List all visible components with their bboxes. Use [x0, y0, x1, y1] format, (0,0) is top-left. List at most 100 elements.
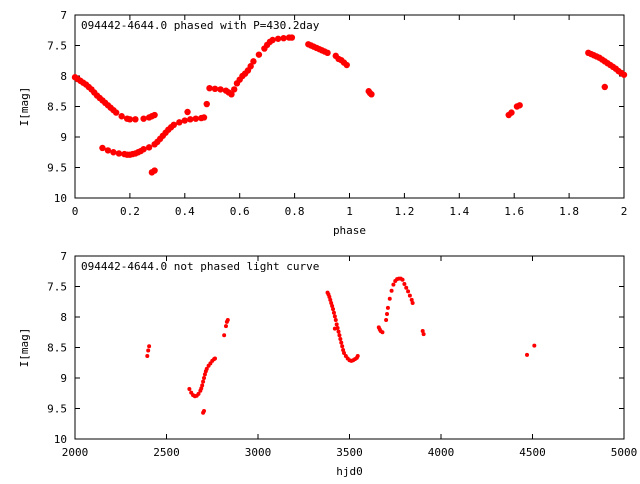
panel-1-data-point — [176, 119, 183, 126]
panel-2-title: 094442-4644.0 not phased light curve — [81, 260, 319, 273]
panel-1-data-point — [508, 109, 515, 116]
panel-2-data-point — [420, 329, 425, 334]
panel-2-data-point — [202, 408, 207, 413]
panel-2-data-point — [389, 288, 394, 293]
panel-2-y-tick-label: 9.5 — [47, 403, 67, 416]
panel-2-y-tick-label: 7 — [60, 250, 67, 263]
panel-1-x-tick-label: 1.4 — [449, 205, 469, 218]
panel-2-data-point — [402, 282, 407, 287]
panel-1-x-tick-label: 0 — [72, 205, 79, 218]
panel-2-data-point — [187, 386, 192, 391]
panel-2-x-tick-label: 3500 — [336, 446, 363, 459]
panel-1-data-point — [132, 116, 139, 123]
panel-1-data-point — [184, 108, 191, 116]
panel-1-y-axis-label: I[mag] — [18, 87, 31, 127]
panel-2-data-point — [147, 344, 152, 349]
panel-2-y-tick-label: 7.5 — [47, 281, 67, 294]
panel-1-data-point — [192, 115, 199, 122]
panel-1-data-point — [110, 149, 117, 156]
panel-2-data-point — [222, 333, 227, 338]
panel-2-y-axis-label: I[mag] — [18, 328, 31, 368]
panel-2-data-point — [327, 294, 332, 299]
panel-1-data-point — [112, 109, 120, 116]
panel-1-data-point — [280, 34, 287, 42]
panel-2-data-point — [333, 318, 338, 323]
panel-2-data-point — [340, 344, 345, 349]
panel-1-data-point — [126, 116, 134, 123]
panel-2-data-point — [328, 297, 333, 302]
panel-2-plot-frame — [74, 255, 625, 440]
panel-1-data-point — [200, 114, 208, 121]
panel-1-data-point — [140, 115, 147, 122]
panel-2-data-point — [202, 376, 207, 380]
panel-1-data-point — [203, 100, 210, 108]
panel-1-data-point — [255, 51, 263, 58]
panel-2-data-point — [421, 332, 426, 337]
panel-2-data-point — [223, 324, 228, 329]
panel-1-x-tick-label: 0.2 — [120, 205, 140, 218]
panel-1-data-point — [368, 91, 375, 98]
panel-1-x-tick-label: 0.6 — [230, 205, 250, 218]
panel-2-x-tick-label: 4000 — [428, 446, 455, 459]
panel-2-data-point — [199, 386, 204, 391]
panel-1-data-point — [269, 36, 276, 44]
panel-2-data-point — [391, 282, 396, 287]
panel-1-y-tick-label: 10 — [54, 192, 67, 205]
panel-2-x-tick-label: 2500 — [153, 446, 180, 459]
panel-2-data-point — [406, 289, 411, 294]
panel-2-data-point — [332, 326, 337, 331]
panel-2-data-point — [331, 307, 336, 312]
panel-2-data-point — [385, 305, 390, 310]
panel-2-data-point — [337, 333, 342, 338]
panel-2-data-point — [146, 348, 151, 353]
panel-2-data-point — [339, 340, 344, 345]
panel-2-data-point — [355, 354, 360, 359]
panel-2-data-point — [385, 311, 390, 316]
panel-1-data-point — [145, 144, 153, 151]
panel-1-x-tick-label: 1.8 — [559, 205, 579, 218]
panel-2-data-point — [225, 318, 230, 323]
panel-1-data-point — [187, 116, 194, 123]
panel-2-data-point — [201, 379, 206, 384]
panel-1-data-point — [118, 113, 125, 120]
panel-1-x-tick-label: 1.2 — [394, 205, 414, 218]
panel-1-data-point — [99, 144, 106, 152]
panel-2-x-tick-label: 4500 — [519, 446, 546, 459]
panel-2-y-tick-label: 9 — [60, 372, 67, 385]
panel-1-data-point — [104, 147, 112, 154]
panel-2-data-point — [404, 285, 409, 290]
panel-1-data-point — [324, 49, 331, 57]
panel-1-data-point — [288, 34, 296, 41]
panel-2-data-point — [409, 297, 414, 302]
panel-2-data-point — [532, 343, 537, 348]
panel-1-title: 094442-4644.0 phased with P=430.2day — [81, 19, 320, 32]
panel-2-data-point — [331, 310, 336, 315]
panel-2-data-point — [202, 372, 207, 377]
panel-1-y-tick-label: 9.5 — [47, 162, 67, 175]
panel-1-data-point — [181, 117, 188, 124]
panel-2-data-point — [334, 322, 339, 327]
panel-1-data-point — [620, 71, 628, 78]
panel-2-data-point — [400, 277, 405, 282]
panel-2-data-point — [525, 352, 530, 357]
panel-2-x-tick-label: 2000 — [62, 446, 89, 459]
panel-2-data-point — [341, 347, 346, 352]
panel-1-y-tick-label: 7.5 — [47, 40, 67, 53]
panel-2-data-point — [212, 356, 217, 361]
panel-1-data-point — [228, 91, 235, 98]
panel-2-data-point — [330, 304, 335, 309]
panel-2-data-point — [338, 336, 343, 341]
panel-1-data-point — [115, 150, 123, 157]
panel-1-y-tick-label: 8.5 — [47, 101, 67, 114]
panel-2-data-point — [329, 300, 334, 305]
panel-1-data-point — [274, 35, 282, 42]
panel-1-data-point — [601, 83, 608, 91]
panel-2-data-point — [384, 318, 389, 323]
panel-1-data-point — [151, 167, 158, 174]
panel-1-data-point — [231, 86, 238, 93]
panel-2-data-point — [410, 300, 415, 305]
panel-2-data-point — [196, 391, 201, 396]
panel-1-data-point — [151, 111, 158, 119]
